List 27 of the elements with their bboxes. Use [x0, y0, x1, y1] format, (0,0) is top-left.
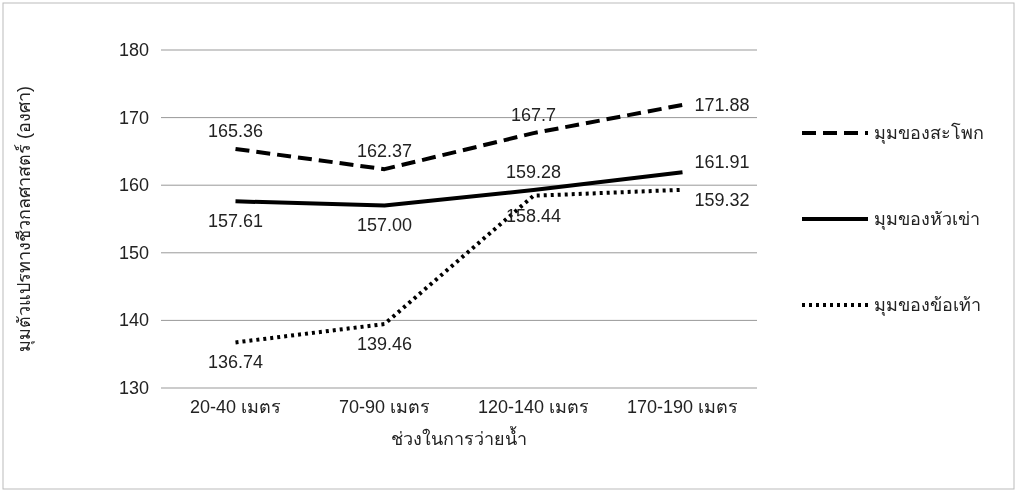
- data-label: 167.7: [510, 105, 557, 126]
- data-label: 159.28: [505, 162, 562, 183]
- data-label: 136.74: [207, 352, 264, 373]
- data-label: 158.44: [505, 205, 562, 226]
- x-tick-label: 20-40 เมตร: [189, 397, 282, 417]
- legend-label: มุมของข้อเท้า: [874, 295, 981, 316]
- y-tick-label: 150: [118, 242, 149, 263]
- y-axis-title: มุมตัวแปรทางชีวกลศาสตร์ (องศา): [14, 86, 35, 352]
- data-label: 139.46: [356, 334, 413, 355]
- y-tick-label: 140: [118, 310, 149, 331]
- y-tick-label: 170: [118, 107, 149, 128]
- y-tick-label: 180: [118, 40, 149, 60]
- data-label: 162.37: [356, 141, 413, 162]
- data-label: 161.91: [694, 152, 750, 173]
- y-tick-label: 160: [118, 175, 149, 196]
- data-label: 157.61: [207, 211, 264, 232]
- x-tick-label: 170-190 เมตร: [626, 397, 739, 417]
- data-label: 159.32: [694, 189, 750, 210]
- legend-label: มุมของหัวเข่า: [874, 209, 980, 230]
- y-tick-label: 130: [118, 378, 149, 398]
- data-label: 165.36: [207, 120, 264, 141]
- data-label: 171.88: [694, 94, 750, 115]
- x-axis-title: ช่วงในการว่ายน้ำ: [391, 426, 527, 449]
- legend-label: มุมของสะโพก: [874, 122, 984, 144]
- x-tick-label: 120-140 เมตร: [477, 397, 590, 417]
- x-tick-label: 70-90 เมตร: [338, 397, 431, 417]
- data-label: 157.00: [356, 215, 413, 236]
